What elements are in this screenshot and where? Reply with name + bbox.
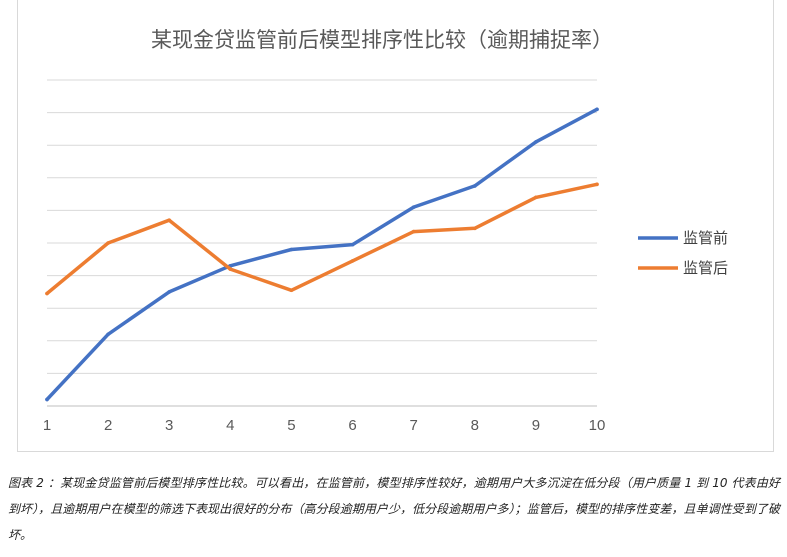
data-point	[167, 218, 172, 222]
legend-label: 监管前	[683, 229, 728, 247]
x-axis-ticks: 1 2 3 4 5 6 7 8 9 10	[43, 417, 606, 434]
data-point	[411, 229, 416, 234]
data-point	[289, 247, 294, 252]
line-chart: 某现金贷监管前后模型排序性比较（逾期捕捉率） 1 2 3 4 5 6 7 8 9 10 监管前监管…	[43, 28, 728, 434]
data-point	[595, 182, 599, 187]
x-tick-label: 8	[471, 417, 479, 434]
x-tick-label: 9	[532, 417, 540, 434]
data-point	[350, 242, 355, 247]
series-line-1	[45, 107, 599, 402]
series-lines	[45, 107, 599, 402]
data-point	[595, 107, 599, 112]
x-tick-label: 6	[348, 417, 356, 434]
data-point	[228, 267, 233, 271]
x-tick-label: 5	[287, 417, 295, 434]
x-tick-label: 2	[104, 417, 112, 434]
data-point	[534, 195, 538, 200]
data-point	[289, 288, 294, 293]
chart-frame	[17, 0, 774, 452]
data-point	[411, 205, 416, 209]
x-tick-label: 1	[43, 417, 51, 434]
data-point	[472, 184, 477, 188]
data-point	[534, 140, 538, 144]
data-point	[472, 226, 477, 231]
data-point	[45, 397, 49, 402]
data-point	[106, 241, 110, 245]
x-tick-label: 3	[165, 417, 173, 434]
x-tick-label: 10	[589, 417, 606, 434]
x-tick-label: 7	[409, 417, 417, 434]
figure-caption: 图表 2 ：某现金贷监管前后模型排序性比较。可以看出，在监管前，模型排序性较好，…	[8, 476, 780, 542]
gridlines	[47, 79, 597, 407]
x-tick-label: 4	[226, 417, 234, 434]
series-line-2	[45, 182, 599, 296]
data-point	[350, 259, 355, 263]
legend-label: 监管后	[683, 259, 728, 277]
data-point	[106, 332, 110, 337]
data-point	[45, 291, 49, 296]
data-point	[167, 290, 172, 294]
chart-title: 某现金贷监管前后模型排序性比较（逾期捕捉率）	[151, 28, 613, 52]
